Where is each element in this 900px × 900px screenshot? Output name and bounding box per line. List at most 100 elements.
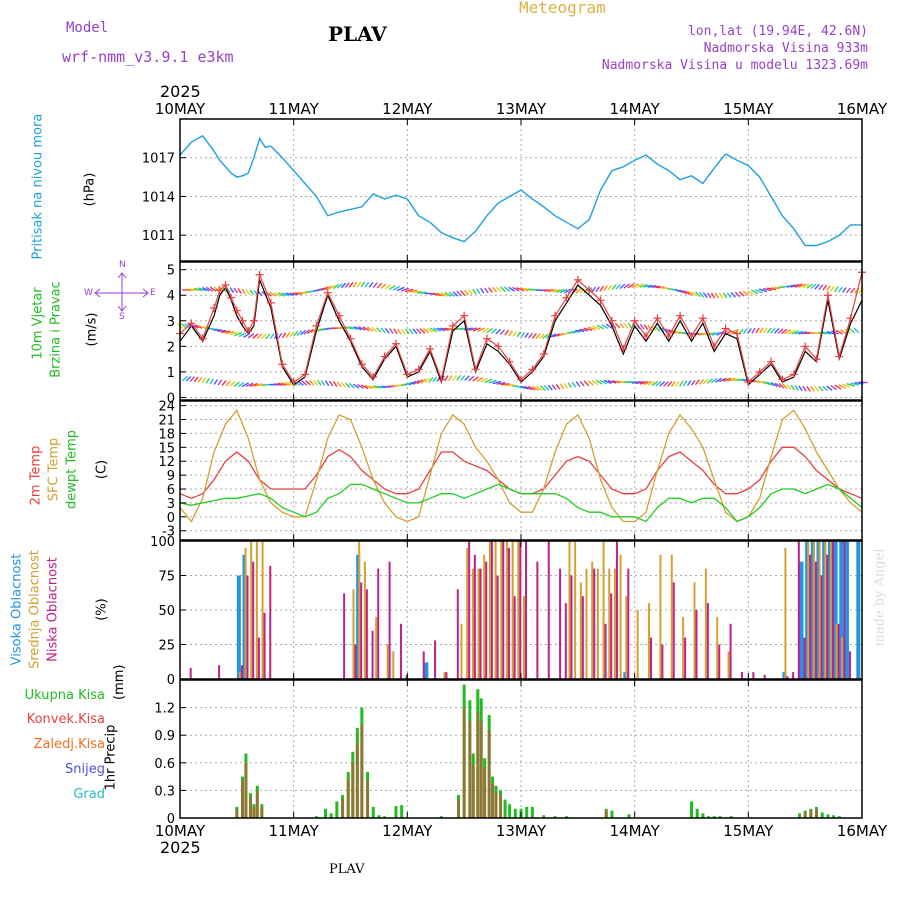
- wind-direction-arrow: [432, 292, 442, 297]
- cloud-bar-srednja: [670, 554, 673, 679]
- precip-bar-konvekkisa: [241, 781, 245, 818]
- wind-direction-arrow: [690, 379, 696, 386]
- wind-direction-arrow: [655, 381, 662, 387]
- precip-bar-ukupna kisa: [530, 806, 534, 818]
- wind-direction-arrow: [372, 282, 378, 289]
- year-bottom: 2025: [160, 838, 201, 857]
- wind-direction-arrow: [401, 328, 406, 335]
- cloud-bar-niska: [507, 547, 510, 679]
- y-tick-label: 2: [167, 340, 175, 355]
- wind-direction-arrow: [416, 379, 424, 385]
- wind-direction-arrow: [619, 322, 625, 329]
- wind-gust-marker: [346, 334, 355, 343]
- cloud-bar-niska: [831, 541, 834, 679]
- wind-direction-arrow: [500, 286, 506, 293]
- wind-direction-arrow: [328, 380, 334, 387]
- wind-direction-arrow: [730, 292, 736, 298]
- wind-direction-arrow: [659, 381, 666, 387]
- wind-direction-arrow: [233, 287, 238, 294]
- wind-gust-marker: [232, 306, 241, 315]
- wind-direction-arrow: [555, 383, 561, 390]
- legend-snow: Snijeg: [65, 762, 105, 777]
- wind-direction-arrow: [754, 288, 763, 294]
- wind-direction-arrow: [535, 333, 541, 339]
- wind-direction-arrow: [711, 331, 720, 336]
- x-tick-label-top: 15MAY: [723, 100, 774, 118]
- cloud-bar-srednja: [841, 637, 844, 679]
- wind-direction-arrow: [324, 380, 330, 387]
- wind-direction-arrow: [524, 332, 529, 339]
- compass-s-label: S: [119, 312, 125, 322]
- wind-direction-arrow: [802, 283, 810, 289]
- wind-gust-marker: [482, 334, 491, 343]
- wind-direction-arrow: [309, 379, 315, 386]
- wind-gust-marker: [494, 342, 503, 351]
- cloud-bar-srednja: [375, 616, 378, 679]
- wind-direction-arrow: [464, 289, 470, 296]
- cloud-bar-niska: [706, 603, 709, 679]
- wind-direction-arrow: [787, 329, 796, 335]
- wind-direction-arrow: [468, 327, 477, 332]
- wind-direction-arrow: [281, 382, 290, 386]
- wind-gust-marker: [721, 324, 730, 333]
- cloud-bar-niska: [814, 561, 817, 679]
- wind-direction-arrow: [710, 292, 716, 299]
- wind-direction-arrow: [313, 379, 318, 386]
- wind-direction-arrow: [678, 380, 684, 387]
- wind-direction-arrow: [404, 288, 414, 293]
- compass-rose: N S W E: [82, 260, 162, 324]
- wind-direction-arrow: [579, 380, 585, 387]
- wind-direction-arrow: [180, 323, 187, 329]
- wind-direction-arrow: [477, 327, 485, 333]
- tick-label-layer: 10MAY 10MAY 11MAY 11MAY 12MAY 12MAY 13MAY 13MAY…: [142, 100, 888, 840]
- precip-bar-konvekkisa: [346, 779, 350, 818]
- meteogram-title: Meteogram: [519, 0, 606, 17]
- wind-direction-arrow: [305, 379, 311, 386]
- wind-direction-arrow: [201, 286, 210, 292]
- wind-direction-arrow: [520, 385, 529, 390]
- wind-direction-arrow: [495, 328, 502, 335]
- wind-direction-arrow: [818, 385, 824, 392]
- wind-direction-arrow: [794, 385, 799, 391]
- wind-direction-arrow: [746, 290, 754, 296]
- precip-bar-ukupna kisa: [323, 808, 327, 818]
- wind-direction-arrow: [830, 385, 837, 391]
- cloud-bar-niska: [593, 568, 596, 679]
- precip-bar-konvekkisa: [499, 795, 503, 818]
- wind-direction-arrow: [320, 380, 326, 386]
- wind-direction-arrow: [643, 284, 653, 288]
- cloud-bar-srednja: [363, 561, 366, 679]
- precip-bar-konvekkisa: [255, 790, 259, 818]
- cloud-bar-srednja: [824, 541, 827, 679]
- wind-gust-marker: [227, 293, 236, 302]
- precip-bar-konvekkisa: [815, 808, 819, 818]
- wind-direction-arrow: [388, 284, 396, 291]
- precip-bar-ukupna kisa: [377, 815, 381, 818]
- wind-direction-arrow: [806, 283, 813, 289]
- wind-gust-marker: [215, 286, 224, 295]
- y-tick-label: 0.9: [154, 729, 175, 744]
- cloud-bar-niska: [405, 674, 408, 679]
- compass-n-label: N: [119, 260, 126, 270]
- footer-station: PLAV: [329, 862, 365, 877]
- wind-direction-arrow: [587, 380, 594, 386]
- wind-direction-arrow: [611, 284, 617, 291]
- cloud-bar-niska: [684, 637, 687, 679]
- wind-direction-arrow: [835, 329, 844, 335]
- wind-direction-arrow: [428, 376, 434, 383]
- wind-direction-arrow: [575, 329, 585, 332]
- precip-bar-ukupna kisa: [701, 813, 705, 818]
- wind-direction-arrow: [822, 284, 828, 291]
- wind-direction-arrow: [247, 333, 255, 339]
- wind-direction-arrow: [595, 286, 600, 293]
- cloud-bar-niska: [519, 541, 522, 679]
- wind-direction-arrow: [603, 285, 609, 292]
- wind-direction-arrow: [706, 292, 712, 299]
- wind-direction-arrow: [225, 380, 232, 387]
- wind-direction-arrow: [668, 329, 676, 334]
- wind-direction-arrow: [607, 284, 613, 291]
- cloud-bar-niska: [377, 568, 380, 679]
- wind-direction-arrow: [850, 382, 860, 386]
- cloud-bar-niska: [610, 593, 613, 679]
- cloud-bar-niska: [263, 612, 266, 679]
